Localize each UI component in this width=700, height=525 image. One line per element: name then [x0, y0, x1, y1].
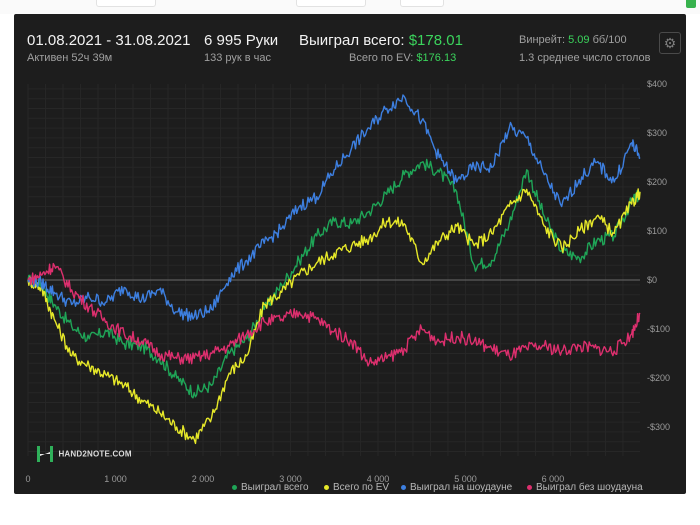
chart-axes: $400 $300 $200 $100 $0 -$100 -$200 -$300 0 1 000 2… [25, 79, 670, 484]
hand2note-logo: HAND2NOTE.COM [36, 445, 132, 463]
ev-value: $176.13 [416, 52, 457, 64]
x-tick-label: 5 000 [454, 474, 477, 484]
y-tick-label: $0 [647, 275, 657, 285]
y-tick-label: $400 [647, 79, 667, 89]
y-tick-label: $100 [647, 226, 667, 236]
x-tick-label: 3 000 [279, 474, 302, 484]
y-tick-label: -$100 [647, 324, 670, 334]
legend-item-won-total[interactable]: Выиграл всего [232, 482, 309, 496]
legend-swatch [401, 484, 406, 490]
legend-item-no-showdown[interactable]: Выиграл без шоудауна [527, 482, 643, 496]
series-line-0 [27, 158, 641, 399]
gear-icon[interactable]: ⚙ [659, 32, 681, 54]
top-toolbar-strip [0, 0, 700, 14]
x-tick-label: 6 000 [542, 474, 565, 484]
ev-total: Всего по EV: $176.13 [349, 52, 456, 64]
winrate-label: Винрейт: [519, 34, 566, 46]
hand2note-logo-text: HAND2NOTE.COM [58, 449, 132, 459]
legend-swatch [527, 484, 532, 490]
winrate-unit: бб/100 [592, 34, 627, 46]
winrate-value: 5.09 [568, 34, 590, 46]
hands-per-hour: 133 рук в час [204, 52, 272, 64]
apply-button[interactable] [400, 0, 444, 7]
date-range[interactable]: 01.08.2021 - 31.08.2021 [27, 32, 191, 49]
series-line-1 [27, 188, 641, 445]
date-from-field[interactable] [96, 0, 156, 7]
x-tick-label: 2 000 [192, 474, 215, 484]
won-total-label: Выиграл всего: [299, 32, 405, 49]
legend-swatch [324, 484, 329, 490]
y-tick-label: -$300 [647, 422, 670, 432]
hands-count: 6 995 Руки [204, 32, 279, 49]
x-tick-label: 0 [25, 474, 30, 484]
won-total: Выиграл всего: $178.01 [299, 32, 463, 49]
date-to-field[interactable] [296, 0, 366, 7]
y-tick-label: $300 [647, 128, 667, 138]
series-line-2 [27, 94, 641, 322]
x-tick-label: 4 000 [367, 474, 390, 484]
tables-average: 1.3 среднее число столов [519, 52, 651, 64]
status-indicator [686, 0, 696, 8]
legend-swatch [232, 484, 237, 490]
won-total-value: $178.01 [408, 32, 463, 49]
winrate: Винрейт: 5.09 бб/100 [519, 34, 627, 46]
y-tick-label: $200 [647, 177, 667, 187]
legend-item-ev[interactable]: Всего по EV [324, 482, 389, 496]
chart-grid [27, 84, 640, 456]
y-tick-label: -$200 [647, 373, 670, 383]
hand2note-logo-icon [37, 446, 53, 462]
legend-item-showdown[interactable]: Выиграл на шоудауне [401, 482, 512, 496]
active-time: Активен 52ч 39м [27, 52, 113, 64]
chart-series [27, 94, 641, 445]
series-line-3 [27, 262, 641, 367]
ev-label: Всего по EV: [349, 52, 414, 64]
x-tick-label: 1 000 [104, 474, 127, 484]
